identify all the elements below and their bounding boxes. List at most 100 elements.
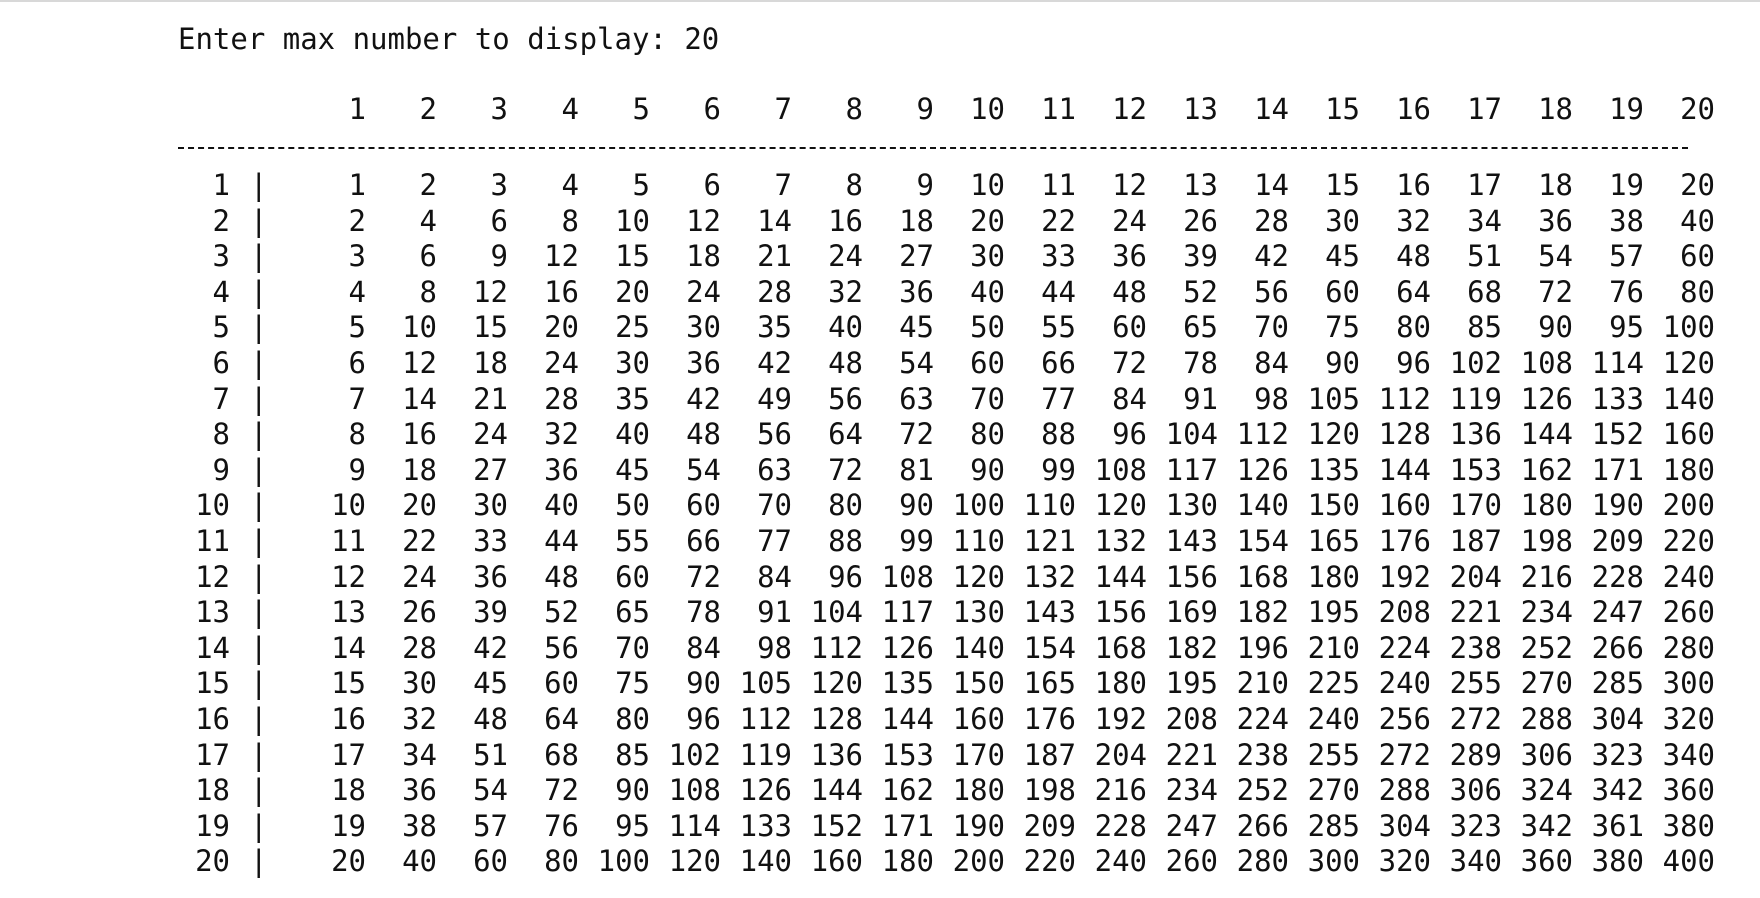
table-row: 4 | 4 8 12 16 20 24 28 32 36 40 44 48 52 56 60 64 68 72 76 80 — [178, 274, 1715, 311]
table-cell: 6 — [348, 345, 366, 380]
table-cell: 160 — [1662, 417, 1715, 452]
table-cell: 289 — [1449, 737, 1502, 772]
table-cell: 140 — [1662, 381, 1715, 416]
header-cell: 5 — [632, 92, 650, 126]
table-cell: 156 — [1094, 595, 1147, 630]
row-separator: | — [250, 737, 268, 772]
table-cell: 170 — [952, 737, 1005, 772]
table-cell: 80 — [970, 417, 1005, 452]
table-cell: 168 — [1094, 630, 1147, 665]
row-label: 16 — [195, 701, 230, 736]
row-label: 6 — [212, 345, 230, 380]
row-separator: | — [250, 452, 268, 487]
table-cell: 128 — [810, 701, 863, 736]
table-cell: 40 — [828, 310, 863, 345]
table-cell: 35 — [615, 381, 650, 416]
table-cell: 20 — [615, 274, 650, 309]
table-row: 15 | 15 30 45 60 75 90 105 120 135 150 165 180 195 210 2… — [178, 666, 1715, 702]
table-cell: 180 — [1520, 488, 1573, 523]
table-cell: 180 — [1662, 452, 1715, 487]
table-cell: 55 — [1041, 310, 1076, 345]
table-cell: 120 — [810, 666, 863, 701]
table-cell: 95 — [1609, 310, 1644, 345]
header-cell: 8 — [845, 92, 863, 126]
table-cell: 9 — [916, 168, 934, 202]
table-cell: 90 — [1325, 345, 1360, 380]
row-label: 9 — [212, 452, 230, 487]
table-cell: 182 — [1236, 595, 1289, 630]
table-cell: 45 — [899, 310, 934, 345]
table-cell: 228 — [1094, 808, 1147, 843]
table-cell: 240 — [1094, 844, 1147, 879]
table-cell: 18 — [899, 203, 934, 238]
table-cell: 104 — [1165, 417, 1218, 452]
table-cell: 102 — [668, 737, 721, 772]
table-cell: 117 — [881, 595, 934, 630]
table-cell: 17 — [1467, 168, 1502, 202]
table-cell: 4 — [348, 274, 366, 309]
table-cell: 45 — [615, 452, 650, 487]
table-row: 6 | 6 12 18 24 30 36 42 48 54 60 66 72 78 84 90 96 102 108 1… — [178, 345, 1715, 382]
table-cell: 72 — [899, 417, 934, 452]
table-cell: 30 — [970, 239, 1005, 274]
table-cell: 4 — [419, 203, 437, 238]
table-cell: 210 — [1307, 630, 1360, 665]
table-cell: 171 — [1591, 452, 1644, 487]
table-cell: 340 — [1662, 737, 1715, 772]
table-cell: 210 — [1236, 666, 1289, 701]
table-cell: 10 — [402, 310, 437, 345]
table-cell: 32 — [402, 701, 437, 736]
row-separator: | — [250, 488, 268, 523]
table-cell: 56 — [828, 381, 863, 416]
table-cell: 220 — [1662, 523, 1715, 558]
table-cell: 170 — [1449, 488, 1502, 523]
table-cell: 3 — [348, 239, 366, 274]
table-cell: 11 — [1041, 168, 1076, 202]
table-cell: 152 — [810, 808, 863, 843]
table-cell: 45 — [1325, 239, 1360, 274]
table-cell: 20 — [1680, 168, 1715, 202]
table-cell: 100 — [952, 488, 1005, 523]
table-row: 13 | 13 26 39 52 65 78 91 104 117 130 143 156 169 182 19… — [178, 595, 1715, 631]
row-label: 10 — [195, 488, 230, 523]
table-cell: 48 — [686, 417, 721, 452]
table-cell: 72 — [686, 559, 721, 594]
table-cell: 1 — [348, 168, 366, 202]
table-cell: 32 — [544, 417, 579, 452]
table-row: 1 | 1 2 3 4 5 6 7 8 9 10 11 12 13 14 15 16 17 18 19 20 — [178, 168, 1715, 204]
row-separator: | — [250, 701, 268, 736]
table-cell: 15 — [615, 239, 650, 274]
table-cell: 135 — [881, 666, 934, 701]
table-cell: 56 — [544, 630, 579, 665]
table-cell: 80 — [544, 844, 579, 879]
table-cell: 247 — [1165, 808, 1218, 843]
table-cell: 15 — [331, 666, 366, 701]
table-cell: 180 — [952, 773, 1005, 808]
table-cell: 324 — [1520, 773, 1573, 808]
table-cell: 84 — [1112, 381, 1147, 416]
row-label: 12 — [195, 559, 230, 594]
table-cell: 304 — [1378, 808, 1431, 843]
table-cell: 132 — [1094, 523, 1147, 558]
table-cell: 5 — [632, 168, 650, 202]
table-cell: 60 — [686, 488, 721, 523]
table-cell: 105 — [739, 666, 792, 701]
table-cell: 68 — [1467, 274, 1502, 309]
table-cell: 12 — [686, 203, 721, 238]
table-cell: 42 — [473, 630, 508, 665]
table-cell: 18 — [331, 773, 366, 808]
table-cell: 39 — [473, 595, 508, 630]
table-cell: 44 — [1041, 274, 1076, 309]
table-cell: 20 — [544, 310, 579, 345]
table-cell: 7 — [348, 381, 366, 416]
table-cell: 8 — [419, 274, 437, 309]
prompt-input-value: 20 — [684, 22, 720, 56]
table-cell: 57 — [1609, 239, 1644, 274]
table-row: 2 | 2 4 6 8 10 12 14 16 18 20 22 24 26 28 30 32 34 36 38 40 — [178, 203, 1715, 240]
table-cell: 2 — [419, 168, 437, 202]
table-cell: 304 — [1591, 701, 1644, 736]
header-cell: 20 — [1680, 92, 1715, 126]
table-row: 18 | 18 36 54 72 90 108 126 144 162 180 198 216 234 252… — [178, 773, 1715, 809]
table-cell: 63 — [899, 381, 934, 416]
